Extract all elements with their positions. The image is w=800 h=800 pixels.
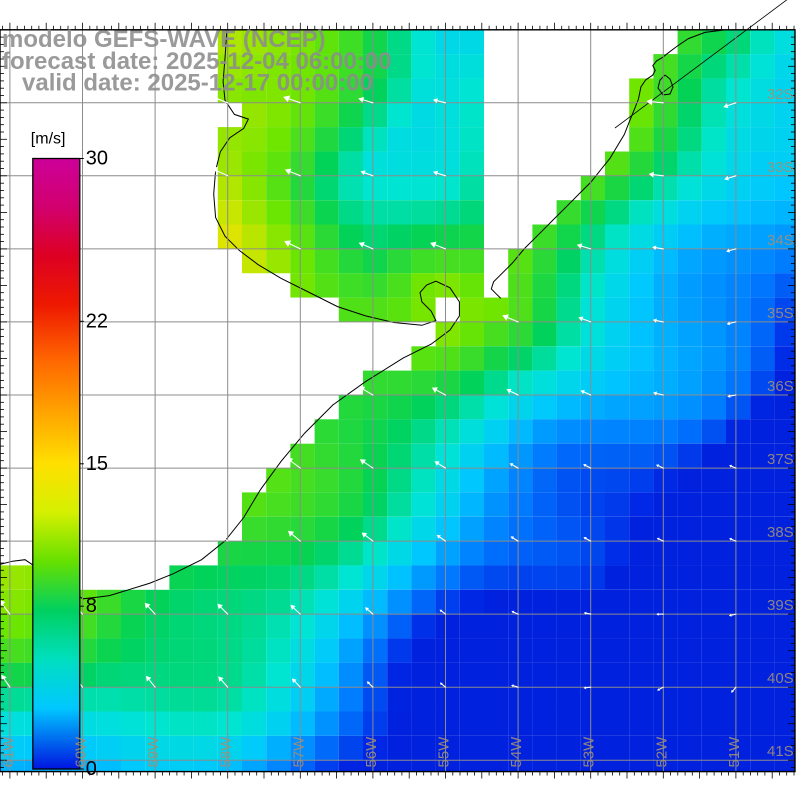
svg-text:22: 22	[86, 310, 108, 332]
svg-text:34S: 34S	[767, 232, 794, 249]
svg-text:58W: 58W	[218, 736, 235, 768]
svg-text:30: 30	[86, 148, 108, 170]
svg-text:51W: 51W	[726, 736, 743, 768]
svg-text:35S: 35S	[767, 305, 794, 322]
svg-text:8: 8	[86, 595, 97, 617]
svg-text:36S: 36S	[767, 378, 794, 395]
svg-text:41S: 41S	[767, 743, 794, 760]
svg-text:39S: 39S	[767, 597, 794, 614]
svg-text:59W: 59W	[145, 736, 162, 768]
svg-text:56W: 56W	[363, 736, 380, 768]
svg-text:60W: 60W	[73, 736, 90, 768]
svg-text:32S: 32S	[767, 86, 794, 103]
svg-text:53W: 53W	[581, 736, 598, 768]
svg-text:33S: 33S	[767, 159, 794, 176]
svg-text:61W: 61W	[0, 736, 17, 768]
svg-text:55W: 55W	[436, 736, 453, 768]
svg-text:[m/s]: [m/s]	[31, 131, 66, 148]
svg-text:57W: 57W	[290, 736, 307, 768]
svg-text:52W: 52W	[653, 736, 670, 768]
svg-text:38S: 38S	[767, 524, 794, 541]
svg-text:15: 15	[86, 453, 108, 475]
svg-text:37S: 37S	[767, 451, 794, 468]
svg-text:40S: 40S	[767, 670, 794, 687]
svg-text:valid date: 2025-12-17 00:00:0: valid date: 2025-12-17 00:00:00	[2, 70, 373, 97]
svg-text:54W: 54W	[508, 736, 525, 768]
